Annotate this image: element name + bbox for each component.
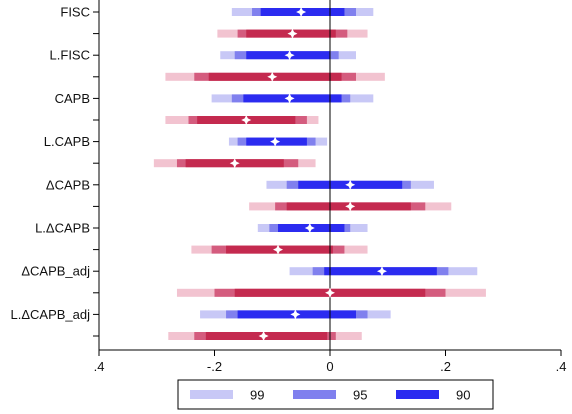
y-tick-label: FISC <box>60 5 90 20</box>
y-tick-label: L.ΔCAPB_adj <box>10 307 90 322</box>
legend-label-90: 90 <box>456 388 470 403</box>
x-tick-label: -.2 <box>207 359 222 374</box>
y-tick-label: L.ΔCAPB <box>35 221 90 236</box>
legend-label-95: 95 <box>353 388 367 403</box>
x-tick-label: .4 <box>556 359 567 374</box>
point-estimate <box>273 244 284 255</box>
legend-swatch-95 <box>293 390 336 399</box>
x-tick-label: .2 <box>440 359 451 374</box>
point-estimate <box>267 71 278 82</box>
point-estimate <box>304 223 315 233</box>
y-tick-label: L.FISC <box>50 48 90 63</box>
y-tick-label: CAPB <box>55 91 90 106</box>
point-estimate <box>290 309 301 320</box>
point-estimate <box>376 266 387 277</box>
interval-bars <box>153 8 486 340</box>
legend-swatch-90 <box>396 390 439 399</box>
x-tick-label: .4 <box>94 359 105 374</box>
y-tick-label: ΔCAPB_adj <box>21 264 90 279</box>
point-estimate <box>287 28 298 39</box>
x-axis: .4 -.2 0 .2 .4 <box>94 349 567 374</box>
point-estimate <box>284 93 295 104</box>
point-estimate <box>284 50 295 61</box>
point-estimate <box>345 201 356 212</box>
point-estimates <box>229 7 387 341</box>
point-estimate <box>325 287 335 298</box>
point-estimate <box>229 158 240 169</box>
point-estimate <box>270 136 281 147</box>
legend-label-99: 99 <box>250 388 264 403</box>
y-tick-label: L.CAPB <box>44 134 90 149</box>
point-estimate <box>296 7 307 17</box>
y-axis: FISC L.FISC CAPB L.CAPB ΔCAPB L.ΔCAPB ΔCAPB_ad… <box>10 0 100 350</box>
legend: 99 95 90 <box>177 379 494 410</box>
legend-swatch-99 <box>190 390 233 399</box>
point-estimate <box>241 115 252 125</box>
x-tick-label: 0 <box>326 359 333 374</box>
y-tick-label: ΔCAPB <box>46 177 90 192</box>
point-estimate <box>345 179 356 190</box>
point-estimate <box>258 331 269 341</box>
